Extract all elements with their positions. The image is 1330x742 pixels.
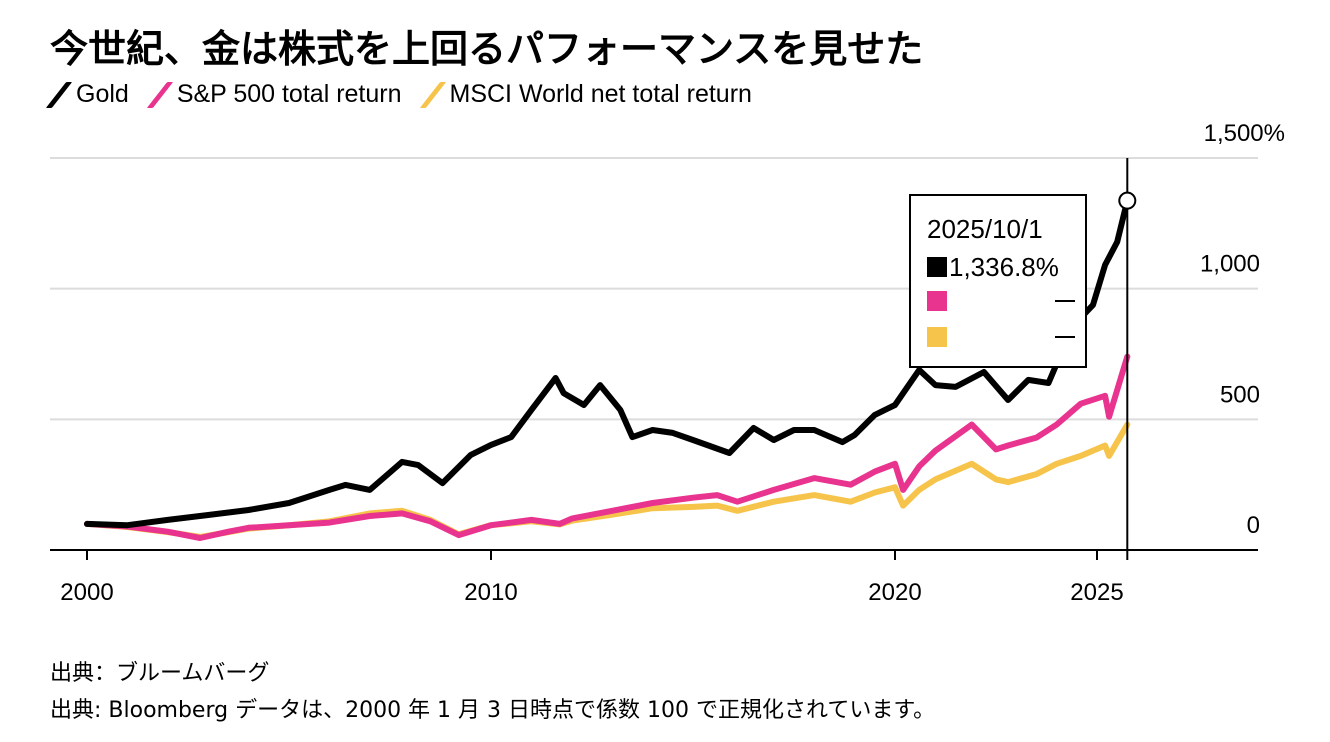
series-line-msci-world-net-total-return [84,421,1131,540]
tooltip-value-msci-dash [1055,336,1075,338]
tooltip-row-msci [927,326,1075,348]
legend-label-msci: MSCI World net total return [449,80,752,108]
legend: Gold S&P 500 total return MSCI World net… [45,80,774,109]
chart-title: 今世紀、金は株式を上回るパフォーマンスを見せた [50,27,924,71]
tooltip-swatch-sp500 [927,291,947,311]
tooltip-value-gold: 1,336.8% [949,251,1059,282]
tooltip-date: 2025/10/1 [927,214,1043,244]
x-tick-label: 2010 [464,579,517,606]
tooltip-swatch-msci [927,327,947,347]
y-tick-label: 1,500% [1204,120,1285,147]
legend-item-msci[interactable]: MSCI World net total return [419,80,752,109]
x-axis: 2000 2010 2020 2025 [50,549,1258,606]
legend-item-gold[interactable]: Gold [45,80,129,109]
x-tick-label: 2025 [1070,579,1123,606]
y-axis-ticks: 0 500 1,000 1,500% [1200,120,1285,539]
legend-label-gold: Gold [76,80,129,108]
x-tick-label: 2020 [868,579,921,606]
series-line-s-p-500-total-return [84,353,1131,541]
crosshair [1118,158,1137,560]
tooltip-row-gold: 1,336.8% [927,252,1075,282]
y-tick-label: 500 [1220,381,1260,408]
x-tick-label: 2000 [60,579,113,606]
highlight-point-marker [1118,191,1137,210]
series-lines [84,197,1131,541]
legend-label-sp500: S&P 500 total return [176,80,402,108]
tooltip-row-sp500 [927,290,1075,312]
tooltip-value-sp500-dash [1055,300,1075,302]
y-tick-label: 1,000 [1200,251,1260,278]
footnote: 出典: Bloomberg データは、2000 年 1 月 3 日時点で係数 1… [50,698,936,723]
series-line-gold [84,197,1131,529]
legend-item-sp500[interactable]: S&P 500 total return [146,80,402,109]
source-label: 出典：ブルームバーグ [50,661,270,686]
hover-tooltip: 2025/10/1 1,336.8% [909,194,1087,368]
tooltip-swatch-gold [927,257,947,277]
y-tick-label: 0 [1247,512,1260,539]
